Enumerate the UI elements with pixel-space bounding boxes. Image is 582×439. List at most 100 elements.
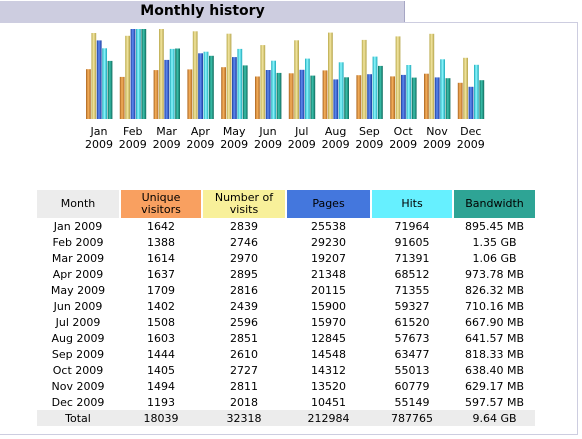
col-header-visits: Number of visits [203,190,285,218]
x-tick-year: 2009 [288,138,316,151]
cell-visits: 2839 [230,219,258,233]
bar-pages [434,77,440,119]
bar-visits [125,35,130,119]
cell-month: Mar 2009 [51,251,105,265]
x-tick-month: Apr [191,125,211,138]
cell-bandwidth: 1.06 GB [472,251,517,265]
table-row: Nov 2009 1494 2811 13520 60779 629.17 MB [37,378,535,394]
cell-visits: 2811 [230,379,258,393]
cell-pages: 10451 [311,395,346,409]
bar-hits [474,64,479,119]
monthly-history-table: Month Unique visitors Number of visits Pag… [37,190,535,426]
table-row: Apr 2009 1637 2895 21348 68512 973.78 MB [37,266,535,282]
cell-unique-visitors: 1508 [147,315,175,329]
x-tick-month: Jun [258,125,276,138]
table-row: Jan 2009 1642 2839 25538 71964 895.45 MB [37,218,535,234]
table-row: Jun 2009 1402 2439 15900 59327 710.16 MB [37,298,535,314]
bar-visits [192,31,198,119]
cell-hits: 68512 [394,267,430,281]
x-tick-year: 2009 [322,138,350,151]
table-row: Aug 2009 1603 2851 12845 57673 641.57 MB [37,330,535,346]
bar-bandwidth [445,78,451,119]
cell-month: Jun 2009 [53,299,103,313]
cell-visits: 2851 [230,331,258,345]
cell-month: Apr 2009 [52,267,104,281]
col-header-pages: Pages [287,190,370,218]
bar-visits [226,33,232,120]
monthly-bar-chart: Jan2009Feb2009Mar2009Apr2009May2009Jun20… [85,29,485,151]
x-tick-month: Jan [90,125,108,138]
x-tick-year: 2009 [389,138,417,151]
cell-visits: 32318 [203,410,285,426]
cell-bandwidth: 667.90 MB [464,315,525,329]
bar-unique-visitors [221,67,226,119]
x-tick-month: Feb [123,125,142,138]
bar-pages [164,59,170,119]
cell-unique-visitors: 1614 [147,251,175,265]
cell-unique-visitors: 1388 [147,235,175,249]
cell-pages: 14548 [311,347,346,361]
cell-visits: 2439 [230,299,258,313]
table-row: May 2009 1709 2816 20115 71355 826.32 MB [37,282,535,298]
bar-visits [429,33,435,119]
x-tick-year: 2009 [423,138,451,151]
cell-hits: 71355 [394,283,430,297]
cell-pages: 29230 [311,235,346,249]
bar-bandwidth [378,65,383,119]
cell-unique-visitors: 1642 [147,219,175,233]
cell-month: Oct 2009 [52,363,104,377]
cell-unique-visitors: 1444 [147,347,175,361]
bar-unique-visitors [119,76,125,119]
col-header-hits: Hits [372,190,452,218]
bar-hits [169,48,175,119]
bar-bandwidth [175,48,180,119]
cell-bandwidth: 973.78 MB [464,267,525,281]
bar-bandwidth [310,75,316,119]
cell-hits: 55149 [394,395,430,409]
col-header-unique-visitors: Unique visitors [121,190,201,218]
cell-month: Dec 2009 [51,395,105,409]
cell-hits: 71964 [394,219,430,233]
cell-unique-visitors: 1405 [147,363,175,377]
cell-bandwidth: 895.45 MB [464,219,525,233]
cell-hits: 57673 [394,331,430,345]
cell-hits: 63477 [394,347,430,361]
bar-pages [130,29,136,119]
x-tick-year: 2009 [85,138,113,151]
cell-visits: 2727 [230,363,258,377]
cell-visits: 2610 [230,347,258,361]
cell-unique-visitors: 1603 [147,331,175,345]
x-tick-month: Mar [156,125,177,138]
cell-visits: 2970 [230,251,258,265]
bar-pages [367,74,372,119]
bar-hits [203,51,209,120]
cell-unique-visitors: 1494 [147,379,175,393]
bar-unique-visitors [86,69,91,119]
x-tick-year: 2009 [220,138,248,151]
col-header-month: Month [37,190,119,218]
x-tick-year: 2009 [457,138,485,151]
cell-month: Aug 2009 [51,331,105,345]
x-tick-year: 2009 [186,138,214,151]
cell-hits: 787765 [372,410,452,426]
bar-pages [265,70,271,119]
cell-month: May 2009 [50,283,106,297]
bar-pages [232,57,237,119]
table-row: Dec 2009 1193 2018 10451 55149 597.57 MB [37,394,535,410]
bar-hits [372,56,378,119]
cell-hits: 59327 [394,299,430,313]
cell-visits: 2895 [230,267,258,281]
bar-visits [159,29,164,119]
x-tick-month: Oct [394,125,414,138]
cell-pages: 19207 [311,251,346,265]
table-row: Mar 2009 1614 2970 19207 71391 1.06 GB [37,250,535,266]
bar-hits [440,59,445,119]
bar-unique-visitors [322,70,328,119]
bar-pages [198,53,203,119]
cell-bandwidth: 818.33 MB [464,347,525,361]
cell-pages: 21348 [311,267,346,281]
cell-hits: 91605 [394,235,430,249]
bar-hits [237,48,243,119]
bar-bandwidth [209,55,214,119]
cell-month: Nov 2009 [51,379,105,393]
